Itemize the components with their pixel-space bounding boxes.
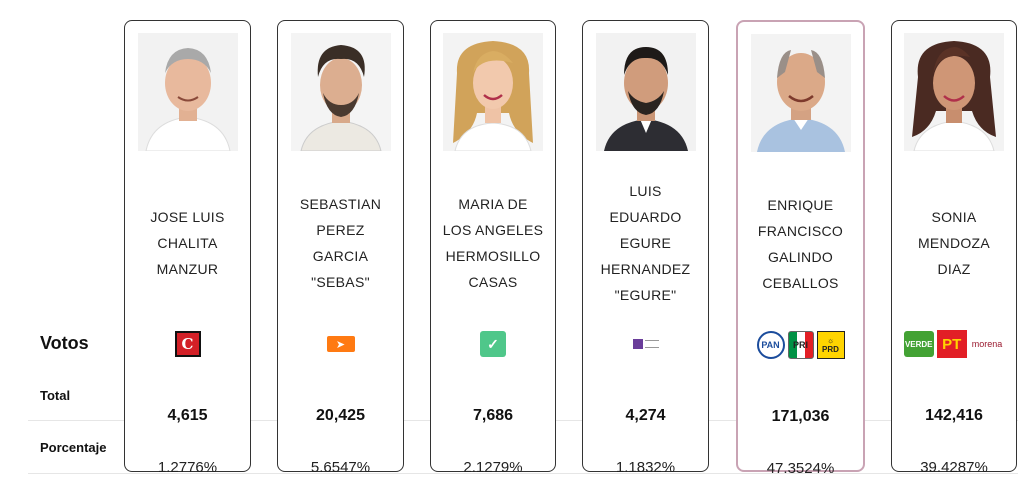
candidate-name-line: MENDOZA (917, 235, 991, 251)
candidate-card[interactable]: SEBASTIAN PEREZ GARCIA "SEBAS" ➤ 20,425 … (277, 20, 404, 476)
candidate-name-line: FRANCISCO (757, 223, 844, 239)
morena-icon: morena (970, 337, 1005, 351)
party-name: PAN (761, 340, 780, 350)
prd-icon: ☼ PRD (816, 331, 845, 359)
candidate-photo-image (904, 33, 1004, 151)
candidate-card[interactable]: LUIS EDUARDO EGURE HERNANDEZ "EGURE" 4,2… (582, 20, 709, 476)
candidate-name-line: HERNANDEZ (600, 261, 691, 277)
vote-percentage: 1.1832% (615, 459, 676, 476)
candidate-card[interactable]: JOSE LUIS CHALITA MANZUR C 4,615 1.2776% (124, 20, 251, 476)
movimiento-ciudadano-icon: ➤ (326, 336, 355, 352)
pan-icon: PAN (756, 331, 785, 359)
candidate-name-line: LOS ANGELES (442, 222, 544, 238)
candidate-name-line: GARCIA (312, 248, 369, 264)
vote-percentage: 1.2776% (157, 459, 218, 476)
vote-percentage: 5.6547% (310, 459, 371, 476)
candidate-card[interactable]: SONIA MENDOZA DIAZ VERDE PT morena 142,4… (891, 20, 1017, 476)
candidate-name: LUIS EDUARDO EGURE HERNANDEZ "EGURE" (583, 169, 708, 317)
vote-percentage: 39.4287% (920, 459, 988, 476)
vote-percentage: 47.3524% (766, 460, 835, 477)
candidate-name-line: MARIA DE (458, 196, 528, 212)
total-label: Total (40, 388, 71, 403)
candidate-photo (595, 33, 696, 151)
pt-icon: PT (936, 330, 967, 358)
candidate-name-line: EGURE (619, 235, 672, 251)
pri-icon: PRI (787, 331, 814, 359)
candidate-card[interactable]: MARIA DE LOS ANGELES HERMOSILLO CASAS ✓ … (430, 20, 556, 476)
candidate-card-winner[interactable]: ENRIQUE FRANCISCO GALINDO CEBALLOS PAN P… (736, 20, 865, 477)
checkmark-party-icon: ✓ (480, 331, 506, 357)
candidate-photo (137, 33, 238, 151)
vote-total: 4,615 (167, 407, 208, 424)
vote-total: 7,686 (472, 407, 514, 424)
candidate-photo (750, 34, 851, 152)
candidate-photo (904, 33, 1004, 151)
candidate-name-line: ENRIQUE (767, 197, 834, 213)
party-logos (583, 327, 708, 361)
party-name: VERDE (904, 339, 933, 349)
candidate-name-line: HERMOSILLO (445, 248, 541, 264)
candidate-name: MARIA DE LOS ANGELES HERMOSILLO CASAS (431, 169, 555, 317)
candidate-photo-image (290, 33, 391, 151)
candidate-name-line: LUIS (629, 183, 662, 199)
candidate-name: SEBASTIAN PEREZ GARCIA "SEBAS" (278, 169, 403, 317)
party-logos: ➤ (278, 327, 403, 361)
vote-total: 171,036 (771, 408, 830, 425)
party-name: morena (971, 339, 1003, 349)
candidate-name-line: CHALITA (157, 235, 218, 251)
party-name: PRD (822, 345, 839, 354)
candidate-photo-image (443, 33, 543, 151)
candidate-name-line: GALINDO (767, 249, 834, 265)
vote-total: 4,274 (625, 407, 666, 424)
porcentaje-label: Porcentaje (40, 440, 107, 455)
candidate-photo-image (750, 34, 851, 152)
candidate-name-line: CEBALLOS (762, 275, 839, 291)
divider-line (28, 473, 1018, 474)
party-logos: PAN PRI ☼ PRD (738, 328, 863, 362)
candidate-name-line: "EGURE" (614, 287, 677, 303)
pes-icon (632, 339, 659, 349)
candidate-photo-image (595, 33, 696, 151)
candidate-name-line: EDUARDO (609, 209, 682, 225)
candidate-name-line: MANZUR (156, 261, 219, 277)
candidate-name-line: PEREZ (316, 222, 365, 238)
votos-label: Votos (40, 333, 89, 353)
candidate-name: SONIA MENDOZA DIAZ (892, 169, 1016, 317)
party-name: PT (942, 335, 962, 353)
candidate-photo-image (137, 33, 238, 151)
candidate-name: JOSE LUIS CHALITA MANZUR (125, 169, 250, 317)
candidate-name-line: SONIA (931, 209, 977, 225)
party-logos: VERDE PT morena (892, 327, 1016, 361)
c-cardenista-icon: C (174, 331, 201, 357)
party-name: PRI (792, 340, 808, 350)
candidate-name-line: CASAS (468, 274, 518, 290)
verde-icon: VERDE (903, 331, 934, 357)
candidate-name-line: DIAZ (937, 261, 971, 277)
vote-total: 142,416 (925, 407, 983, 424)
vote-total: 20,425 (316, 407, 365, 424)
vote-percentage: 2.1279% (463, 459, 523, 476)
candidate-photo (443, 33, 543, 151)
candidate-name-line: JOSE LUIS (150, 209, 225, 225)
party-logos: C (125, 327, 250, 361)
candidate-photo (290, 33, 391, 151)
party-logos: ✓ (431, 327, 555, 361)
candidate-name: ENRIQUE FRANCISCO GALINDO CEBALLOS (738, 170, 863, 318)
candidate-name-line: SEBASTIAN (299, 196, 382, 212)
candidate-name-line: "SEBAS" (311, 274, 370, 290)
